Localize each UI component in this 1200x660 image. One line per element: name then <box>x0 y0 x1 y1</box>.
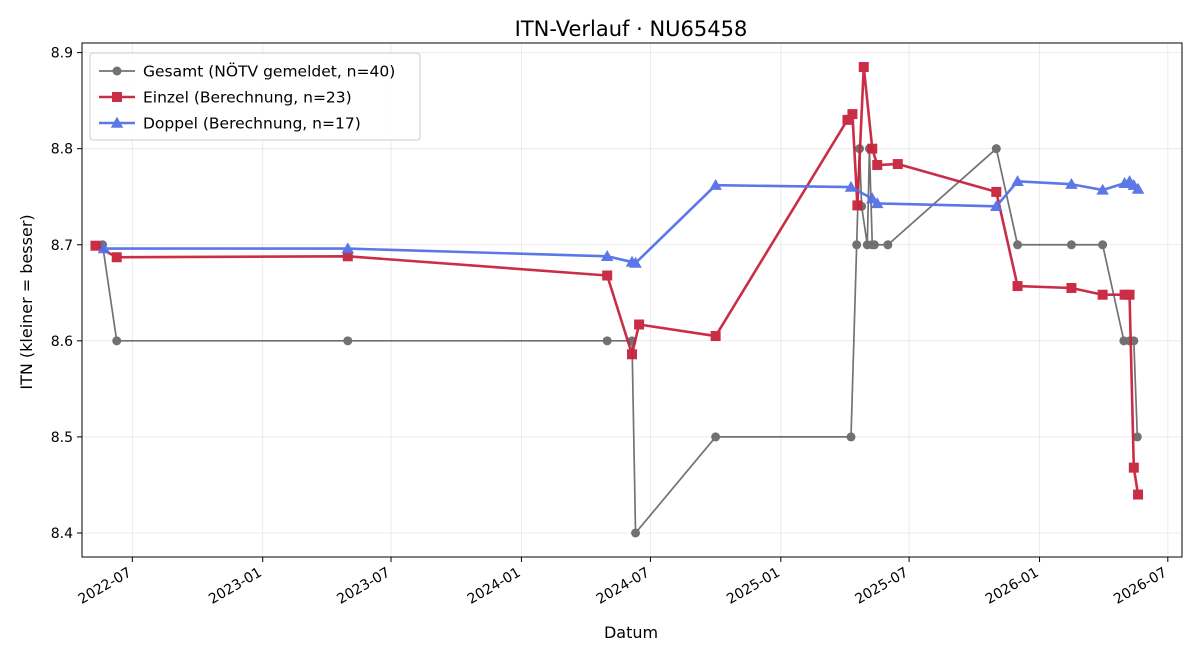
data-point-square <box>1133 489 1144 500</box>
data-point-circle <box>846 432 856 442</box>
data-point-square <box>627 349 637 360</box>
data-point-triangle <box>1011 175 1024 187</box>
y-axis-title: ITN (kleiner = besser) <box>17 214 36 389</box>
chart-title: ITN-Verlauf · NU65458 <box>515 17 748 41</box>
data-point-circle <box>991 144 1001 154</box>
data-point-square <box>634 319 645 330</box>
legend-entry-circle <box>99 66 135 76</box>
y-tick-label: 8.5 <box>51 430 73 446</box>
data-point-circle <box>852 240 862 250</box>
data-point-square <box>602 270 613 281</box>
data-point-circle <box>1132 432 1142 442</box>
data-point-square <box>847 109 858 120</box>
legend: Gesamt (NÖTV gemeldet, n=40) Einzel (Bere… <box>89 52 421 141</box>
data-point-circle <box>869 240 879 250</box>
data-point-square <box>1124 289 1135 300</box>
data-point-triangle <box>709 178 722 190</box>
data-point-triangle <box>1096 183 1109 195</box>
data-point-square <box>872 160 883 171</box>
data-point-circle <box>711 432 721 442</box>
legend-box <box>89 52 421 141</box>
data-point-triangle <box>844 180 858 192</box>
data-point-square <box>1012 281 1023 292</box>
data-point-circle <box>112 336 122 346</box>
data-point-circle <box>631 528 641 538</box>
data-point-circle <box>343 336 353 346</box>
data-point-circle <box>1013 240 1023 250</box>
data-point-square <box>90 240 101 251</box>
legend-entry-square <box>99 92 135 102</box>
data-point-square <box>991 186 1002 197</box>
legend-label: Einzel (Berechnung, n=23) <box>143 89 352 107</box>
data-point-triangle <box>870 197 884 209</box>
y-tick-label: 8.7 <box>51 238 73 254</box>
data-point-square <box>111 252 122 263</box>
legend-marker-square <box>112 92 122 102</box>
legend-marker-circle <box>112 66 122 76</box>
data-point-square <box>1097 289 1108 300</box>
data-point-square <box>852 200 863 211</box>
data-point-circle <box>1098 240 1108 250</box>
data-point-circle <box>1066 240 1076 250</box>
series-square <box>90 62 1144 500</box>
data-point-triangle <box>341 242 355 254</box>
y-tick-label: 8.8 <box>51 142 73 158</box>
series-triangle <box>97 175 1145 268</box>
series-layer <box>90 62 1145 538</box>
series-line-square <box>94 65 1140 495</box>
data-point-square <box>842 114 853 125</box>
data-point-triangle <box>97 242 111 254</box>
x-axis-title: Datum <box>604 623 658 642</box>
legend-marker-triangle <box>110 116 124 128</box>
legend-label: Doppel (Berechnung, n=17) <box>143 115 361 133</box>
data-point-square <box>867 143 878 154</box>
y-tick-label: 8.6 <box>51 334 73 350</box>
data-point-square <box>1128 462 1139 473</box>
y-tick-label: 8.4 <box>51 526 73 542</box>
data-point-circle <box>602 336 612 346</box>
data-point-square <box>892 159 903 170</box>
legend-entry-triangle <box>99 116 135 128</box>
data-point-triangle <box>1065 177 1078 189</box>
data-point-triangle <box>629 256 642 268</box>
legend-label: Gesamt (NÖTV gemeldet, n=40) <box>143 62 395 81</box>
data-point-triangle <box>600 250 614 261</box>
data-point-circle <box>883 240 893 250</box>
y-tick-label: 8.9 <box>51 46 73 62</box>
data-point-triangle <box>1131 182 1145 194</box>
data-point-triangle <box>990 200 1003 212</box>
data-point-square <box>858 62 869 73</box>
data-point-square <box>1066 282 1077 293</box>
data-point-square <box>710 331 721 342</box>
plot-frame <box>81 42 1183 558</box>
data-point-square <box>342 251 353 262</box>
